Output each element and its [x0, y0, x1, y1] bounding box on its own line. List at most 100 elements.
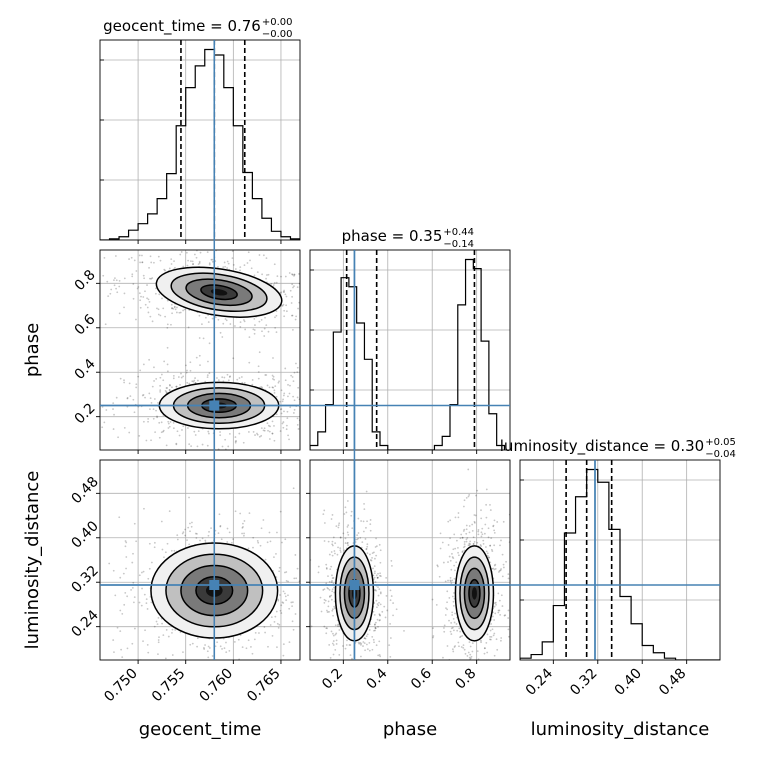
sample-point: [329, 595, 331, 598]
sample-point: [131, 561, 134, 564]
sample-point: [271, 377, 274, 380]
sample-point: [330, 551, 333, 553]
sample-point: [268, 386, 271, 389]
sample-point: [206, 376, 209, 378]
sample-point: [262, 429, 265, 432]
sample-point: [284, 275, 287, 278]
sample-point: [160, 373, 163, 376]
hist-panel-geocent_time: geocent_time = 0.76 +0.00−0.00: [99, 17, 301, 241]
sample-point: [218, 513, 221, 516]
sample-point: [452, 604, 455, 607]
sample-point: [481, 681, 483, 683]
sample-point: [198, 314, 201, 317]
sample-point: [168, 383, 171, 386]
sample-point: [468, 494, 471, 496]
sample-point: [256, 433, 259, 436]
sample-point: [164, 551, 167, 554]
sample-point: [373, 641, 375, 644]
sample-point: [198, 260, 201, 263]
sample-point: [234, 441, 237, 444]
sample-point: [112, 402, 115, 404]
sample-point: [507, 577, 510, 580]
sample-point: [369, 529, 372, 532]
sample-point: [156, 623, 159, 626]
sample-point: [239, 325, 242, 328]
sample-point: [281, 541, 283, 544]
sample-point: [538, 627, 540, 629]
sample-point: [450, 633, 453, 635]
sample-point: [490, 623, 492, 625]
sample-point: [303, 420, 305, 422]
sample-point: [118, 312, 121, 315]
sample-point: [373, 614, 376, 616]
sample-point: [336, 553, 339, 556]
sample-point: [374, 581, 377, 583]
sample-point: [490, 548, 493, 551]
sample-point: [232, 264, 235, 266]
sample-point: [190, 525, 193, 528]
sample-point: [464, 652, 467, 655]
sample-point: [500, 594, 503, 597]
sample-point: [494, 567, 497, 570]
sample-point: [288, 641, 291, 644]
sample-point: [364, 661, 366, 663]
sample-point: [273, 281, 276, 284]
sample-point: [276, 646, 278, 649]
y-tick-label: 0.2: [72, 400, 99, 427]
sample-point: [123, 381, 126, 384]
sample-point: [507, 617, 510, 619]
sample-point: [379, 575, 382, 578]
sample-point: [270, 661, 272, 663]
sample-point: [303, 303, 305, 305]
sample-point: [493, 529, 496, 532]
sample-point: [144, 396, 146, 399]
sample-point: [271, 386, 274, 389]
sample-point: [221, 336, 224, 338]
sample-point: [327, 605, 330, 608]
sample-point: [172, 307, 175, 310]
sample-point: [193, 253, 196, 256]
sample-point: [119, 609, 122, 612]
sample-point: [344, 537, 347, 540]
sample-point: [338, 653, 341, 656]
sample-point: [124, 545, 127, 548]
sample-point: [256, 432, 258, 435]
sample-point: [277, 599, 280, 602]
sample-point: [176, 534, 179, 537]
sample-point: [285, 599, 288, 602]
sample-point: [174, 308, 177, 311]
panel-frame: [309, 459, 511, 661]
sample-point: [378, 601, 380, 604]
sample-point: [355, 671, 357, 673]
sample-point: [390, 595, 393, 597]
sample-point: [126, 397, 129, 400]
sample-point: [368, 649, 371, 652]
sample-point: [502, 520, 505, 523]
sample-point: [493, 654, 496, 657]
sample-point: [274, 327, 277, 329]
sample-point: [376, 576, 379, 579]
sample-point: [151, 385, 154, 388]
sample-point: [362, 671, 364, 673]
sample-point: [365, 635, 368, 638]
sample-point: [373, 623, 376, 626]
sample-point: [196, 379, 199, 382]
sample-point: [191, 260, 194, 263]
sample-point: [164, 269, 167, 272]
sample-point: [248, 361, 251, 364]
sample-point: [492, 567, 495, 570]
sample-point: [383, 605, 386, 608]
sample-point: [322, 513, 325, 516]
sample-point: [452, 548, 455, 551]
sample-point: [141, 394, 144, 397]
sample-point: [379, 549, 382, 552]
sample-point: [300, 331, 302, 333]
sample-point: [182, 425, 185, 427]
sample-point: [473, 521, 476, 524]
sample-point: [499, 569, 502, 572]
sample-point: [291, 376, 294, 378]
sample-point: [328, 588, 331, 591]
sample-point: [264, 374, 267, 376]
sample-point: [331, 313, 333, 315]
